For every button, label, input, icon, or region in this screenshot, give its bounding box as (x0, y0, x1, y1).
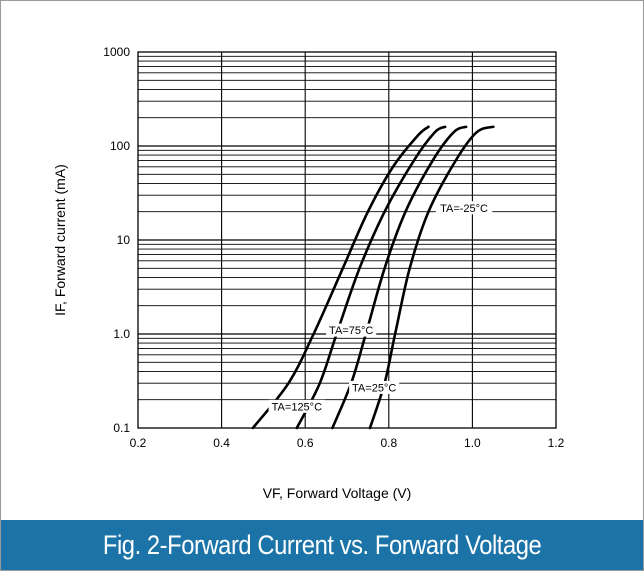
annotation-background (349, 380, 400, 394)
series-line-ta-25c (368, 125, 495, 430)
series-line-ta125c (251, 125, 430, 430)
figure-caption: Fig. 2-Forward Current vs. Forward Volta… (1, 520, 643, 570)
x-tick-label: 0.6 (297, 436, 314, 450)
y-tick-label: 0.1 (113, 421, 130, 435)
y-tick-label: 10 (117, 233, 131, 247)
series-annotation-label: TA=75°C (329, 325, 373, 337)
series-line-ta25c (331, 125, 468, 430)
annotation-background (435, 201, 493, 215)
y-tick-label: 1.0 (113, 327, 130, 341)
annotation-background (326, 323, 377, 337)
x-tick-label: 0.8 (380, 436, 397, 450)
y-axis-label: IF, Forward current (mA) (52, 164, 68, 316)
y-tick-label: 100 (110, 139, 130, 153)
chart-plot: 0.2 0.4 0.6 0.8 1.0 1.2 0.1 1.0 10 100 1000 VF, For… (52, 45, 565, 501)
x-tick-label: 0.2 (130, 436, 147, 450)
figure-caption-text: Fig. 2-Forward Current vs. Forward Volta… (102, 529, 542, 560)
annotation-background (268, 399, 326, 413)
series-line-ta75c (295, 125, 447, 430)
series-annotation-label: TA=-25°C (440, 203, 488, 215)
y-tick-label: 1000 (103, 45, 130, 59)
x-tick-label: 1.0 (464, 436, 481, 450)
x-axis-label: VF, Forward Voltage (V) (263, 485, 412, 501)
x-tick-label: 1.2 (548, 436, 565, 450)
x-tick-label: 0.4 (213, 436, 230, 450)
series-annotation-label: TA=125°C (272, 401, 322, 413)
series-annotation-label: TA=25°C (352, 382, 396, 394)
